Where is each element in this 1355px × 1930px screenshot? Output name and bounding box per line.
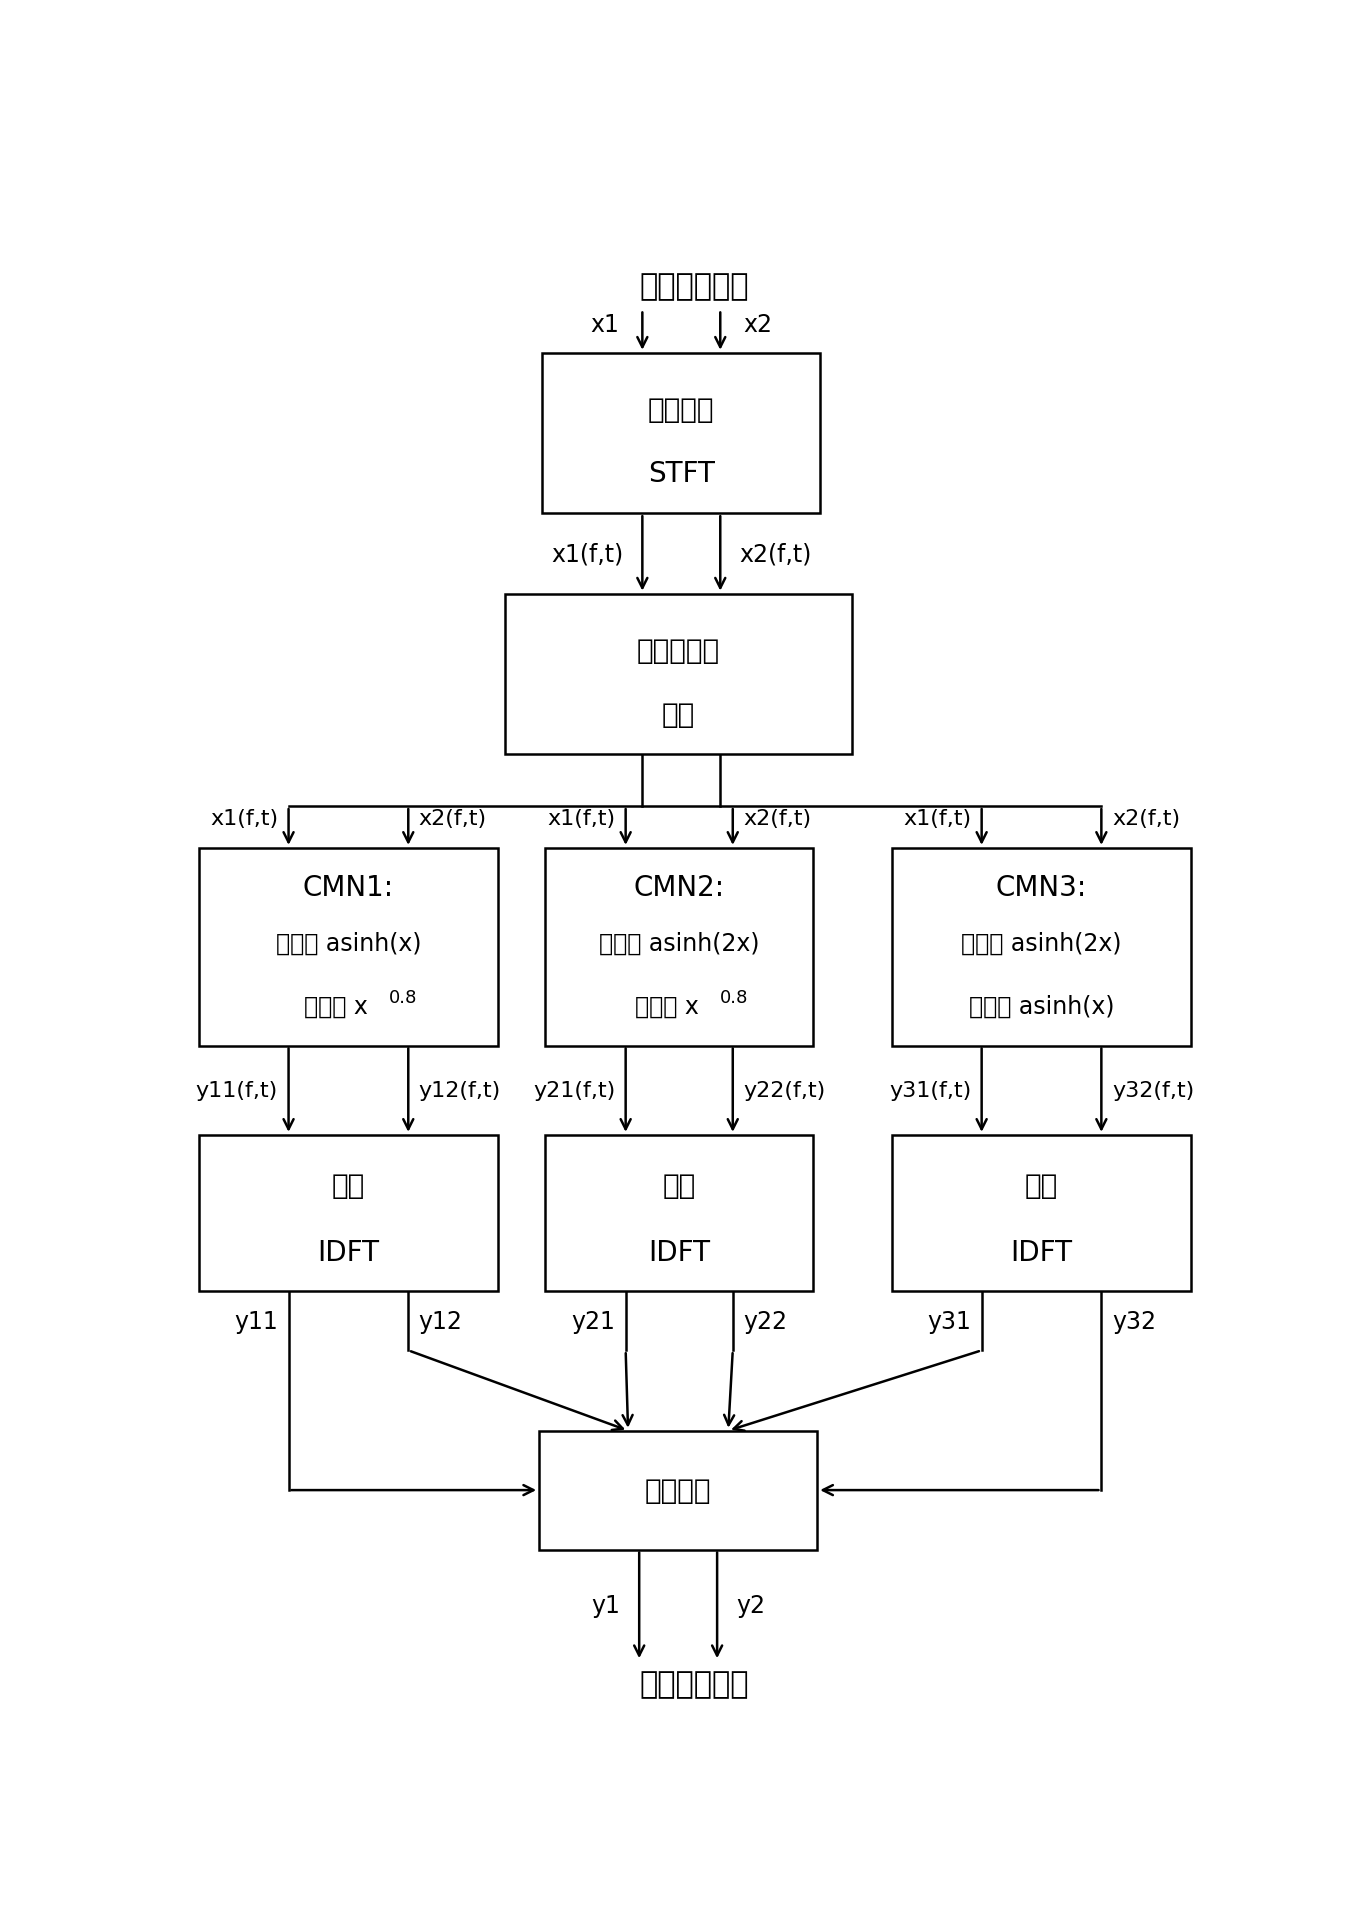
Text: IDFT: IDFT xyxy=(317,1239,379,1266)
Text: y11: y11 xyxy=(234,1309,278,1334)
Text: y21: y21 xyxy=(572,1309,615,1334)
Text: 加窗分帧: 加窗分帧 xyxy=(648,396,714,423)
Text: 中频段 x: 中频段 x xyxy=(304,994,367,1019)
Bar xyxy=(545,1135,813,1291)
Text: y32: y32 xyxy=(1112,1309,1156,1334)
Bar xyxy=(199,1135,499,1291)
Text: 输出选择: 输出选择 xyxy=(645,1476,711,1503)
Text: y22: y22 xyxy=(744,1309,787,1334)
Bar xyxy=(199,849,499,1046)
Text: x2: x2 xyxy=(744,313,772,336)
Text: y11(f,t): y11(f,t) xyxy=(196,1081,278,1100)
Text: 低频段 asinh(x): 低频段 asinh(x) xyxy=(275,930,421,955)
Text: x2(f,t): x2(f,t) xyxy=(1112,809,1180,828)
Text: y32(f,t): y32(f,t) xyxy=(1112,1081,1194,1100)
Text: y31: y31 xyxy=(927,1309,972,1334)
Text: x1(f,t): x1(f,t) xyxy=(210,809,278,828)
Text: 低频段 asinh(2x): 低频段 asinh(2x) xyxy=(961,930,1122,955)
Text: 中频段 asinh(x): 中频段 asinh(x) xyxy=(969,994,1114,1019)
Text: CMN3:: CMN3: xyxy=(996,874,1087,901)
Text: x1(f,t): x1(f,t) xyxy=(551,542,623,565)
Text: y2: y2 xyxy=(736,1594,766,1617)
Text: y12: y12 xyxy=(419,1309,462,1334)
Bar xyxy=(892,849,1191,1046)
Text: STFT: STFT xyxy=(648,459,714,488)
Text: 分段: 分段 xyxy=(663,701,695,730)
Text: 排序: 排序 xyxy=(1024,1172,1058,1199)
Text: x1(f,t): x1(f,t) xyxy=(902,809,972,828)
Text: y31(f,t): y31(f,t) xyxy=(889,1081,972,1100)
Text: 0.8: 0.8 xyxy=(389,988,417,1007)
Text: y12(f,t): y12(f,t) xyxy=(419,1081,501,1100)
Text: 语音混合信号: 语音混合信号 xyxy=(640,272,749,301)
Bar xyxy=(545,849,813,1046)
Text: CMN1:: CMN1: xyxy=(304,874,394,901)
Text: 低频段 asinh(2x): 低频段 asinh(2x) xyxy=(599,930,759,955)
Bar xyxy=(505,594,852,755)
Text: x2(f,t): x2(f,t) xyxy=(419,809,486,828)
Text: y1: y1 xyxy=(591,1594,621,1617)
Text: x2(f,t): x2(f,t) xyxy=(744,809,812,828)
Text: 排序: 排序 xyxy=(332,1172,364,1199)
Text: y21(f,t): y21(f,t) xyxy=(533,1081,615,1100)
Text: 中频段 x: 中频段 x xyxy=(634,994,699,1019)
Text: x1(f,t): x1(f,t) xyxy=(547,809,615,828)
Text: x1: x1 xyxy=(591,313,619,336)
Text: IDFT: IDFT xyxy=(1011,1239,1073,1266)
Text: x2(f,t): x2(f,t) xyxy=(740,542,812,565)
Bar xyxy=(892,1135,1191,1291)
Bar xyxy=(542,353,820,513)
Text: 排序: 排序 xyxy=(663,1172,696,1199)
Text: IDFT: IDFT xyxy=(648,1239,710,1266)
Text: 语音分离信号: 语音分离信号 xyxy=(640,1669,749,1698)
Text: 0.8: 0.8 xyxy=(720,988,748,1007)
Text: CMN2:: CMN2: xyxy=(634,874,725,901)
Text: 低频、中频: 低频、中频 xyxy=(637,637,721,664)
Bar xyxy=(539,1430,817,1550)
Text: y22(f,t): y22(f,t) xyxy=(744,1081,825,1100)
